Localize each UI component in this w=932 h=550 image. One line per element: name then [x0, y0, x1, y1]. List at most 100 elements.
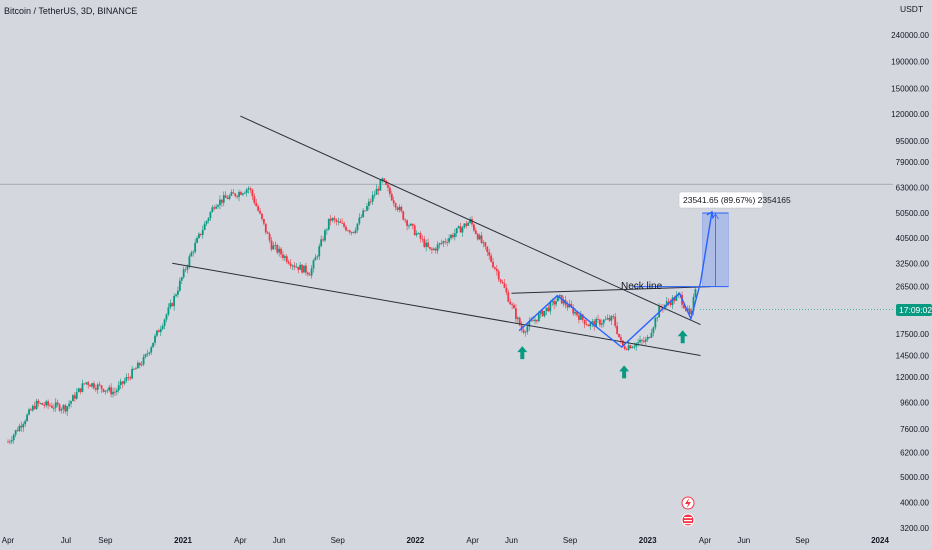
candle-body: [115, 390, 118, 392]
candle-body: [574, 312, 577, 314]
candle-body: [614, 316, 617, 326]
candles: [7, 177, 697, 445]
up-arrow-icon[interactable]: [677, 330, 688, 344]
current-time-label: 17:09:02: [899, 305, 932, 315]
candle-body: [387, 184, 389, 188]
candle-body: [419, 233, 422, 239]
candle-body: [383, 178, 386, 181]
candle-body: [618, 333, 620, 338]
candle-body: [18, 425, 21, 432]
candle-body: [85, 382, 88, 384]
candle-body: [114, 391, 116, 393]
candle-body: [524, 331, 527, 333]
candle-body: [175, 294, 177, 297]
up-arrow-icon[interactable]: [517, 346, 528, 360]
candle-body: [595, 319, 598, 327]
candle-body: [70, 401, 72, 404]
candle-body: [557, 296, 559, 302]
candle-body: [121, 381, 124, 384]
candle-body: [270, 240, 273, 250]
candle-body: [140, 364, 143, 366]
candle-body: [526, 326, 529, 332]
candle-body: [136, 362, 139, 369]
candle-body: [188, 256, 191, 267]
candle-body: [89, 385, 92, 387]
candle-body: [585, 324, 588, 326]
candle-body: [690, 310, 693, 315]
candle-body: [144, 354, 147, 357]
candle-body: [190, 252, 193, 257]
candle-body: [600, 323, 603, 325]
candle-body: [461, 227, 464, 233]
candle-body: [518, 317, 521, 326]
price-tick-label: 17500.00: [896, 330, 930, 339]
candle-body: [322, 239, 324, 241]
candle-body: [345, 226, 347, 231]
candle-body: [463, 223, 466, 228]
candle-body: [64, 405, 67, 412]
candle-body: [150, 347, 153, 353]
candle-body: [320, 239, 323, 247]
time-tick-label: Apr: [234, 536, 247, 545]
candle-body: [610, 315, 613, 321]
candle-body: [579, 314, 582, 320]
candle-body: [60, 409, 63, 411]
candle-body: [394, 203, 397, 208]
neck-line-label: Neck line: [621, 281, 663, 292]
candle-body: [522, 329, 525, 333]
candle-body: [390, 193, 393, 201]
candle-body: [316, 256, 319, 258]
price-tick-label: 26500.00: [896, 283, 930, 292]
candle-body: [297, 266, 300, 270]
candle-body: [558, 295, 561, 297]
candle-body: [199, 233, 202, 235]
candle-body: [346, 230, 349, 232]
candle-body: [161, 325, 164, 329]
candle-body: [224, 195, 227, 198]
candle-body: [587, 324, 590, 327]
candle-body: [515, 308, 517, 320]
candle-body: [112, 391, 114, 395]
candle-body: [211, 207, 214, 213]
candle-body: [583, 319, 586, 325]
candle-body: [169, 303, 172, 308]
up-arrow-icon[interactable]: [619, 365, 630, 379]
candle-body: [602, 319, 605, 324]
candle-body: [28, 409, 30, 415]
candle-body: [129, 377, 132, 379]
time-axis[interactable]: Apr Jul Sep 2021 Apr Jun Sep 2022 Apr Jun Sep 2023 A…: [2, 536, 890, 545]
candle-body: [635, 343, 638, 347]
price-tick-label: 5000.00: [900, 473, 929, 482]
candle-body: [494, 267, 496, 269]
candle-body: [93, 383, 95, 389]
neck-line[interactable]: [511, 286, 711, 294]
price-tick-label: 32500.00: [896, 259, 930, 268]
candle-body: [377, 188, 380, 191]
w-pattern-path[interactable]: [518, 211, 713, 349]
candle-body: [421, 238, 424, 240]
candle-body: [665, 301, 668, 305]
candle-body: [402, 211, 405, 220]
candle-body: [261, 213, 263, 219]
flag-stripe: [684, 523, 692, 525]
candle-body: [339, 221, 342, 223]
candle-body: [411, 223, 414, 226]
candle-body: [396, 207, 399, 210]
candle-body: [255, 202, 258, 207]
pattern-path: [518, 210, 714, 349]
candle-body: [308, 274, 311, 276]
target-label-box: [678, 191, 764, 209]
candle-body: [398, 206, 401, 210]
candle-body: [287, 261, 290, 264]
candle-body: [543, 310, 546, 317]
candle-body: [648, 336, 651, 338]
candle-body: [293, 265, 296, 268]
candle-body: [108, 387, 111, 391]
candle-body: [240, 192, 242, 195]
candle-body: [555, 301, 557, 305]
candle-body: [452, 234, 454, 238]
candle-body: [72, 395, 74, 402]
time-tick-label: Apr: [466, 536, 479, 545]
